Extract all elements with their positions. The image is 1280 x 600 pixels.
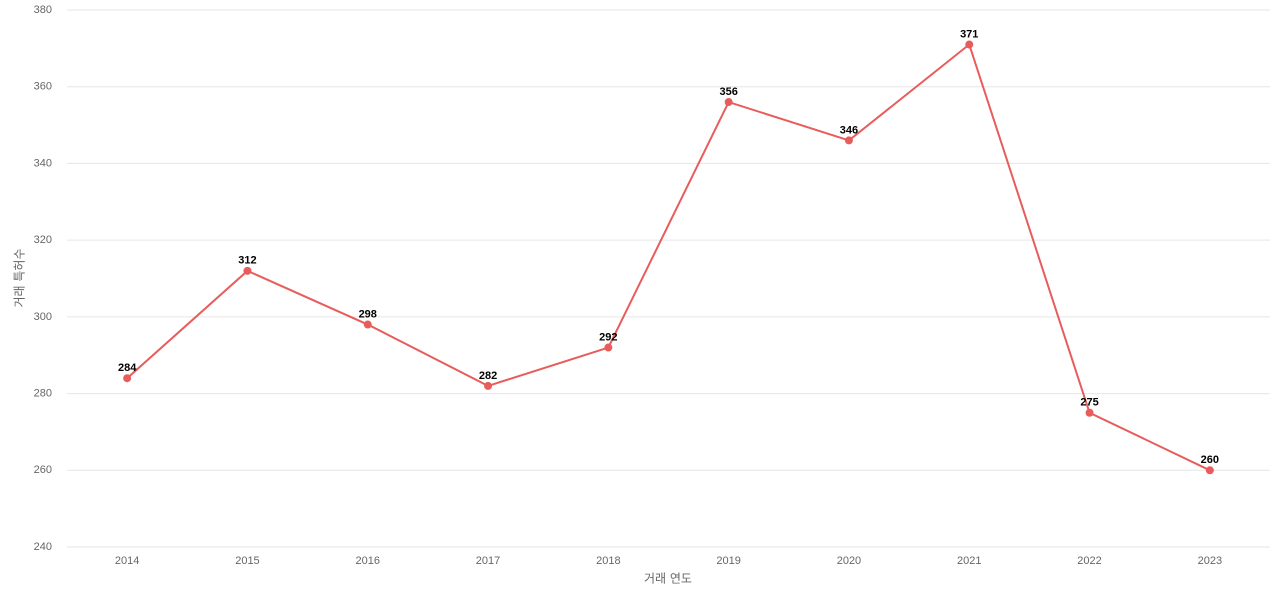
value-label: 275 xyxy=(1080,397,1098,409)
data-point xyxy=(243,266,252,275)
value-label: 312 xyxy=(238,255,256,267)
value-label: 371 xyxy=(960,28,978,40)
x-tick-label: 2021 xyxy=(957,555,981,567)
x-tick-label: 2020 xyxy=(837,555,861,567)
x-tick-label: 2019 xyxy=(716,555,740,567)
value-label: 356 xyxy=(719,86,737,98)
y-tick-label: 260 xyxy=(34,464,52,476)
data-point xyxy=(844,136,853,145)
value-label: 346 xyxy=(840,124,858,136)
data-point xyxy=(484,381,493,390)
y-tick-label: 300 xyxy=(34,311,52,323)
value-label: 260 xyxy=(1201,454,1219,466)
x-tick-label: 2014 xyxy=(115,555,139,567)
value-label: 292 xyxy=(599,331,617,343)
data-point xyxy=(965,40,974,49)
x-tick-label: 2015 xyxy=(235,555,259,567)
y-tick-label: 340 xyxy=(34,157,52,169)
x-tick-label: 2023 xyxy=(1198,555,1222,567)
x-tick-label: 2016 xyxy=(356,555,380,567)
data-point xyxy=(724,98,733,107)
y-axis-title: 거래 특허수 xyxy=(13,248,27,307)
value-label: 282 xyxy=(479,370,497,382)
value-label: 284 xyxy=(118,362,137,374)
data-point xyxy=(1085,408,1094,417)
x-tick-label: 2022 xyxy=(1077,555,1101,567)
y-tick-label: 240 xyxy=(34,541,52,553)
y-tick-label: 320 xyxy=(34,234,52,246)
x-tick-label: 2017 xyxy=(476,555,500,567)
x-axis-title: 거래 연도 xyxy=(644,572,692,586)
data-point xyxy=(1205,466,1214,475)
data-line xyxy=(126,42,1211,472)
data-point xyxy=(363,320,372,329)
y-tick-label: 280 xyxy=(34,387,52,399)
data-point xyxy=(123,374,132,383)
x-tick-label: 2018 xyxy=(596,555,620,567)
y-tick-label: 380 xyxy=(34,4,52,16)
value-label: 298 xyxy=(359,308,377,320)
data-point xyxy=(604,343,613,352)
y-tick-label: 360 xyxy=(34,81,52,93)
